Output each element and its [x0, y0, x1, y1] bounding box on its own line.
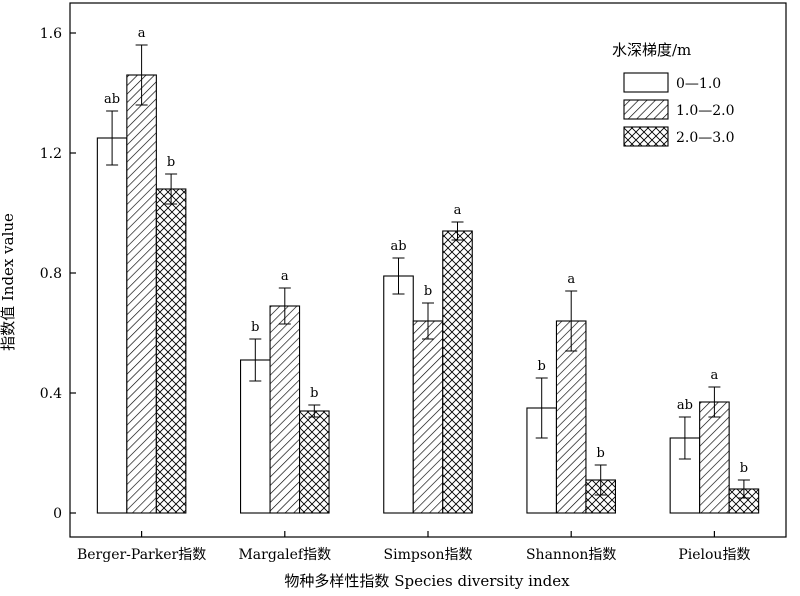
- y-tick-label: 1.6: [40, 26, 62, 42]
- legend-swatch: [623, 99, 669, 120]
- significance-label: b: [424, 284, 432, 299]
- significance-label: b: [538, 359, 546, 374]
- y-tick-label: 0.8: [40, 266, 62, 282]
- legend-swatch: [623, 72, 669, 93]
- x-tick-label: Simpson指数: [384, 547, 473, 563]
- significance-label: ab: [390, 239, 406, 254]
- x-tick-label: Pielou指数: [678, 547, 750, 563]
- legend: 水深梯度/m 0—1.0 1.0—2.0 2.0—3.0: [612, 41, 735, 147]
- bar: [269, 305, 301, 514]
- y-tick-label: 0: [53, 506, 62, 522]
- bar: [699, 401, 730, 514]
- significance-label: a: [281, 269, 289, 284]
- legend-swatch: [623, 126, 669, 147]
- significance-label: b: [740, 461, 748, 476]
- y-axis-title: 指数值 Index value: [0, 213, 17, 351]
- significance-label: b: [167, 155, 175, 170]
- significance-label: ab: [104, 92, 120, 107]
- significance-label: b: [310, 386, 318, 401]
- bar: [240, 359, 271, 514]
- legend-entry: 1.0—2.0: [676, 103, 735, 119]
- significance-label: b: [597, 446, 605, 461]
- y-axis: 0 0.4 0.8 1.2 1.6: [40, 26, 76, 522]
- significance-label: a: [567, 272, 575, 287]
- significance-label: ab: [677, 398, 693, 413]
- x-tick-label: Margalef指数: [238, 547, 331, 563]
- significance-label: a: [138, 26, 146, 41]
- bar: [126, 74, 157, 514]
- significance-label: b: [251, 320, 259, 335]
- bar: [383, 275, 414, 514]
- bar: [585, 479, 617, 514]
- bar: [412, 320, 444, 514]
- bar: [669, 437, 701, 514]
- bar: [155, 188, 187, 514]
- x-tick-label: Berger-Parker指数: [77, 547, 206, 563]
- significance-label: a: [454, 203, 462, 218]
- y-tick-label: 1.2: [40, 146, 62, 162]
- x-tick-label: Shannon指数: [526, 547, 616, 563]
- legend-title: 水深梯度/m: [612, 41, 691, 59]
- bar: [298, 410, 330, 514]
- bar: [442, 230, 473, 514]
- legend-entry: 0—1.0: [676, 76, 721, 92]
- significance-label: a: [711, 368, 719, 383]
- bar: [96, 137, 128, 514]
- bar: [555, 320, 587, 514]
- legend-entry: 2.0—3.0: [676, 130, 735, 146]
- x-axis: Berger-Parker指数 Margalef指数 Simpson指数 Shanno…: [77, 531, 750, 563]
- x-axis-title: 物种多样性指数 Species diversity index: [284, 572, 570, 590]
- y-tick-label: 0.4: [40, 386, 62, 402]
